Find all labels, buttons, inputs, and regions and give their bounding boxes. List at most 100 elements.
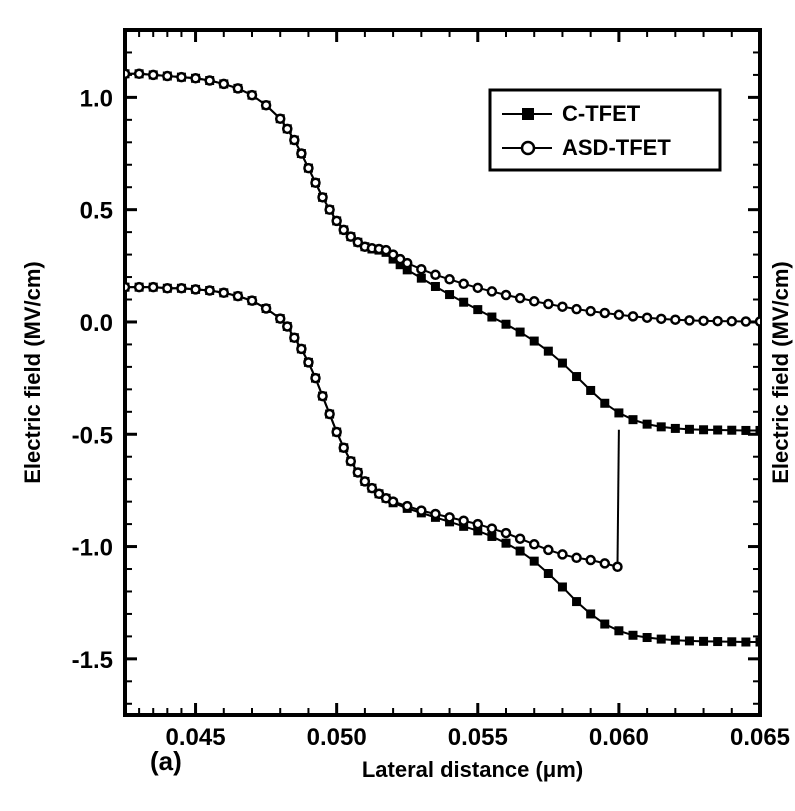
marker-circle-icon — [613, 563, 621, 571]
marker-circle-icon — [177, 73, 185, 81]
marker-circle-icon — [629, 312, 637, 320]
marker-square-icon — [558, 583, 566, 591]
marker-square-icon — [558, 359, 566, 367]
marker-square-icon — [657, 423, 665, 431]
marker-circle-icon — [333, 217, 341, 225]
marker-circle-icon — [304, 358, 312, 366]
legend-square-icon — [522, 108, 534, 120]
marker-circle-icon — [417, 507, 425, 515]
chart-svg: 0.0450.0500.0550.0600.065-1.5-1.0-0.50.0… — [0, 0, 795, 811]
marker-square-icon — [431, 282, 439, 290]
marker-square-icon — [756, 426, 764, 434]
marker-circle-icon — [601, 309, 609, 317]
marker-circle-icon — [149, 283, 157, 291]
marker-circle-icon — [488, 525, 496, 533]
marker-circle-icon — [643, 314, 651, 322]
marker-circle-icon — [756, 318, 764, 326]
marker-circle-icon — [326, 410, 334, 418]
marker-square-icon — [685, 425, 693, 433]
y-tick-label: -1.5 — [72, 647, 113, 674]
marker-circle-icon — [446, 275, 454, 283]
marker-circle-icon — [573, 305, 581, 313]
legend-circle-icon — [522, 142, 534, 154]
marker-circle-icon — [319, 392, 327, 400]
y-tick-label: -1.0 — [72, 535, 113, 562]
marker-circle-icon — [248, 297, 256, 305]
marker-circle-icon — [714, 317, 722, 325]
marker-circle-icon — [516, 535, 524, 543]
marker-square-icon — [573, 598, 581, 606]
y-axis-label-left: Electric field (MV/cm) — [20, 261, 45, 484]
y-tick-label: -0.5 — [72, 422, 113, 449]
y-tick-label: 0.0 — [80, 310, 113, 337]
marker-circle-icon — [192, 74, 200, 82]
marker-circle-icon — [319, 193, 327, 201]
marker-circle-icon — [657, 315, 665, 323]
y-axis-label-right: Electric field (MV/cm) — [768, 261, 793, 484]
x-tick-label: 0.065 — [730, 724, 790, 751]
marker-square-icon — [544, 347, 552, 355]
marker-circle-icon — [530, 540, 538, 548]
marker-square-icon — [700, 637, 708, 645]
marker-circle-icon — [728, 317, 736, 325]
marker-circle-icon — [516, 294, 524, 302]
marker-circle-icon — [220, 289, 228, 297]
marker-circle-icon — [488, 287, 496, 295]
legend-label: ASD-TFET — [562, 135, 671, 160]
marker-circle-icon — [283, 322, 291, 330]
marker-circle-icon — [431, 510, 439, 518]
marker-square-icon — [502, 320, 510, 328]
marker-circle-icon — [312, 374, 320, 382]
marker-circle-icon — [685, 316, 693, 324]
marker-square-icon — [728, 426, 736, 434]
marker-square-icon — [417, 274, 425, 282]
chart-container: 0.0450.0500.0550.0600.065-1.5-1.0-0.50.0… — [0, 0, 795, 811]
marker-circle-icon — [262, 304, 270, 312]
marker-square-icon — [587, 386, 595, 394]
marker-square-icon — [601, 399, 609, 407]
x-tick-label: 0.055 — [448, 724, 508, 751]
marker-square-icon — [516, 328, 524, 336]
marker-circle-icon — [135, 283, 143, 291]
marker-circle-icon — [220, 80, 228, 88]
marker-circle-icon — [276, 315, 284, 323]
marker-circle-icon — [347, 457, 355, 465]
marker-circle-icon — [601, 559, 609, 567]
marker-circle-icon — [163, 72, 171, 80]
marker-circle-icon — [163, 284, 171, 292]
marker-circle-icon — [297, 150, 305, 158]
marker-circle-icon — [460, 280, 468, 288]
marker-circle-icon — [460, 517, 468, 525]
marker-square-icon — [700, 426, 708, 434]
marker-circle-icon — [403, 259, 411, 267]
marker-square-icon — [671, 424, 679, 432]
marker-square-icon — [756, 638, 764, 646]
marker-square-icon — [530, 337, 538, 345]
marker-circle-icon — [544, 546, 552, 554]
marker-circle-icon — [206, 77, 214, 85]
marker-square-icon — [530, 557, 538, 565]
marker-square-icon — [446, 291, 454, 299]
marker-square-icon — [685, 637, 693, 645]
marker-circle-icon — [502, 529, 510, 537]
series-line — [125, 287, 617, 567]
marker-circle-icon — [312, 179, 320, 187]
marker-square-icon — [643, 420, 651, 428]
marker-square-icon — [742, 638, 750, 646]
marker-circle-icon — [149, 71, 157, 79]
marker-square-icon — [544, 570, 552, 578]
x-tick-label: 0.060 — [589, 724, 649, 751]
marker-circle-icon — [446, 513, 454, 521]
series-line — [125, 287, 760, 642]
marker-square-icon — [573, 373, 581, 381]
marker-circle-icon — [354, 468, 362, 476]
marker-circle-icon — [587, 307, 595, 315]
marker-square-icon — [629, 416, 637, 424]
marker-square-icon — [615, 409, 623, 417]
subplot-label: (a) — [150, 746, 182, 776]
marker-square-icon — [587, 610, 595, 618]
marker-circle-icon — [671, 316, 679, 324]
marker-circle-icon — [340, 226, 348, 234]
marker-square-icon — [460, 298, 468, 306]
marker-square-icon — [502, 539, 510, 547]
